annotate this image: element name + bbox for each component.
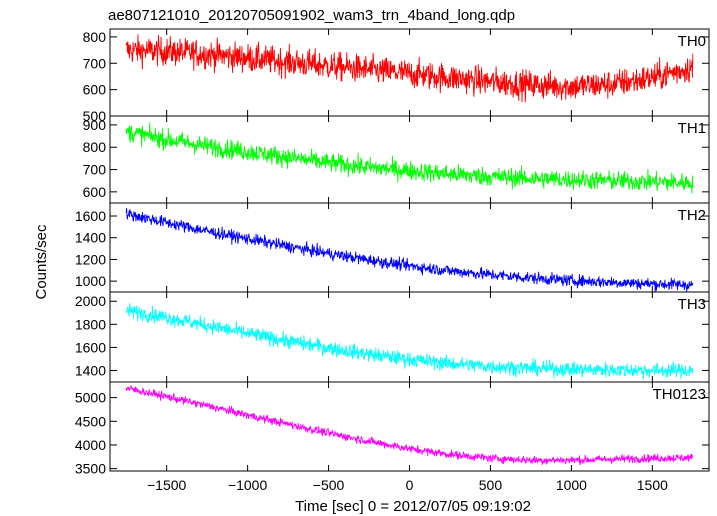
y-tick-label: 1800 bbox=[75, 316, 106, 332]
y-tick-label: 800 bbox=[83, 29, 107, 45]
chart-title: ae807121010_20120705091902_wam3_trn_4ban… bbox=[108, 7, 515, 24]
x-tick-label: 1500 bbox=[637, 477, 668, 493]
series-line-th1 bbox=[125, 122, 694, 194]
panel-frame bbox=[109, 202, 710, 293]
y-tick-label: 3500 bbox=[75, 461, 106, 477]
series-line-th0 bbox=[125, 34, 694, 103]
panel-label-th1: TH1 bbox=[678, 120, 706, 137]
panel-frame bbox=[109, 115, 710, 204]
panels-group: 500 600 700 800 TH0 600 700 800 900 TH1 1000 1200 14… bbox=[75, 28, 710, 493]
x-tick-label: −1000 bbox=[228, 477, 268, 493]
y-tick-label: 5000 bbox=[75, 390, 106, 406]
x-tick-label: 0 bbox=[406, 477, 414, 493]
y-tick-label: 600 bbox=[83, 184, 107, 200]
y-tick-label: 1200 bbox=[75, 251, 106, 267]
y-tick-label: 500 bbox=[83, 108, 107, 124]
y-axis-label: Counts/sec bbox=[33, 224, 50, 300]
panel-label-th0123: TH0123 bbox=[653, 386, 706, 403]
series-line-th3 bbox=[125, 303, 694, 380]
x-tick-label: 1000 bbox=[556, 477, 587, 493]
panel-label-th3: TH3 bbox=[678, 296, 706, 313]
y-tick-label: 4000 bbox=[75, 437, 106, 453]
y-tick-label: 2000 bbox=[75, 293, 106, 309]
y-tick-label: 700 bbox=[83, 55, 107, 71]
y-tick-label: 600 bbox=[83, 82, 107, 98]
y-tick-label: 1000 bbox=[75, 273, 106, 289]
y-tick-label: 900 bbox=[83, 117, 107, 133]
series-line-th2 bbox=[125, 208, 694, 292]
panel-label-th2: TH2 bbox=[678, 207, 706, 224]
x-axis-label: Time [sec] 0 = 2012/07/05 09:19:02 bbox=[295, 498, 531, 515]
y-tick-label: 1400 bbox=[75, 230, 106, 246]
panel-label-th0: TH0 bbox=[678, 33, 706, 50]
y-tick-label: 4500 bbox=[75, 413, 106, 429]
y-tick-label: 1600 bbox=[75, 208, 106, 224]
x-tick-label: −500 bbox=[313, 477, 345, 493]
y-tick-label: 700 bbox=[83, 162, 107, 178]
x-tick-label: 500 bbox=[479, 477, 503, 493]
y-tick-label: 1400 bbox=[75, 362, 106, 378]
x-tick-label: −1500 bbox=[147, 477, 187, 493]
series-line-th0123 bbox=[125, 385, 694, 466]
y-tick-label: 1600 bbox=[75, 339, 106, 355]
y-tick-label: 800 bbox=[83, 139, 107, 155]
